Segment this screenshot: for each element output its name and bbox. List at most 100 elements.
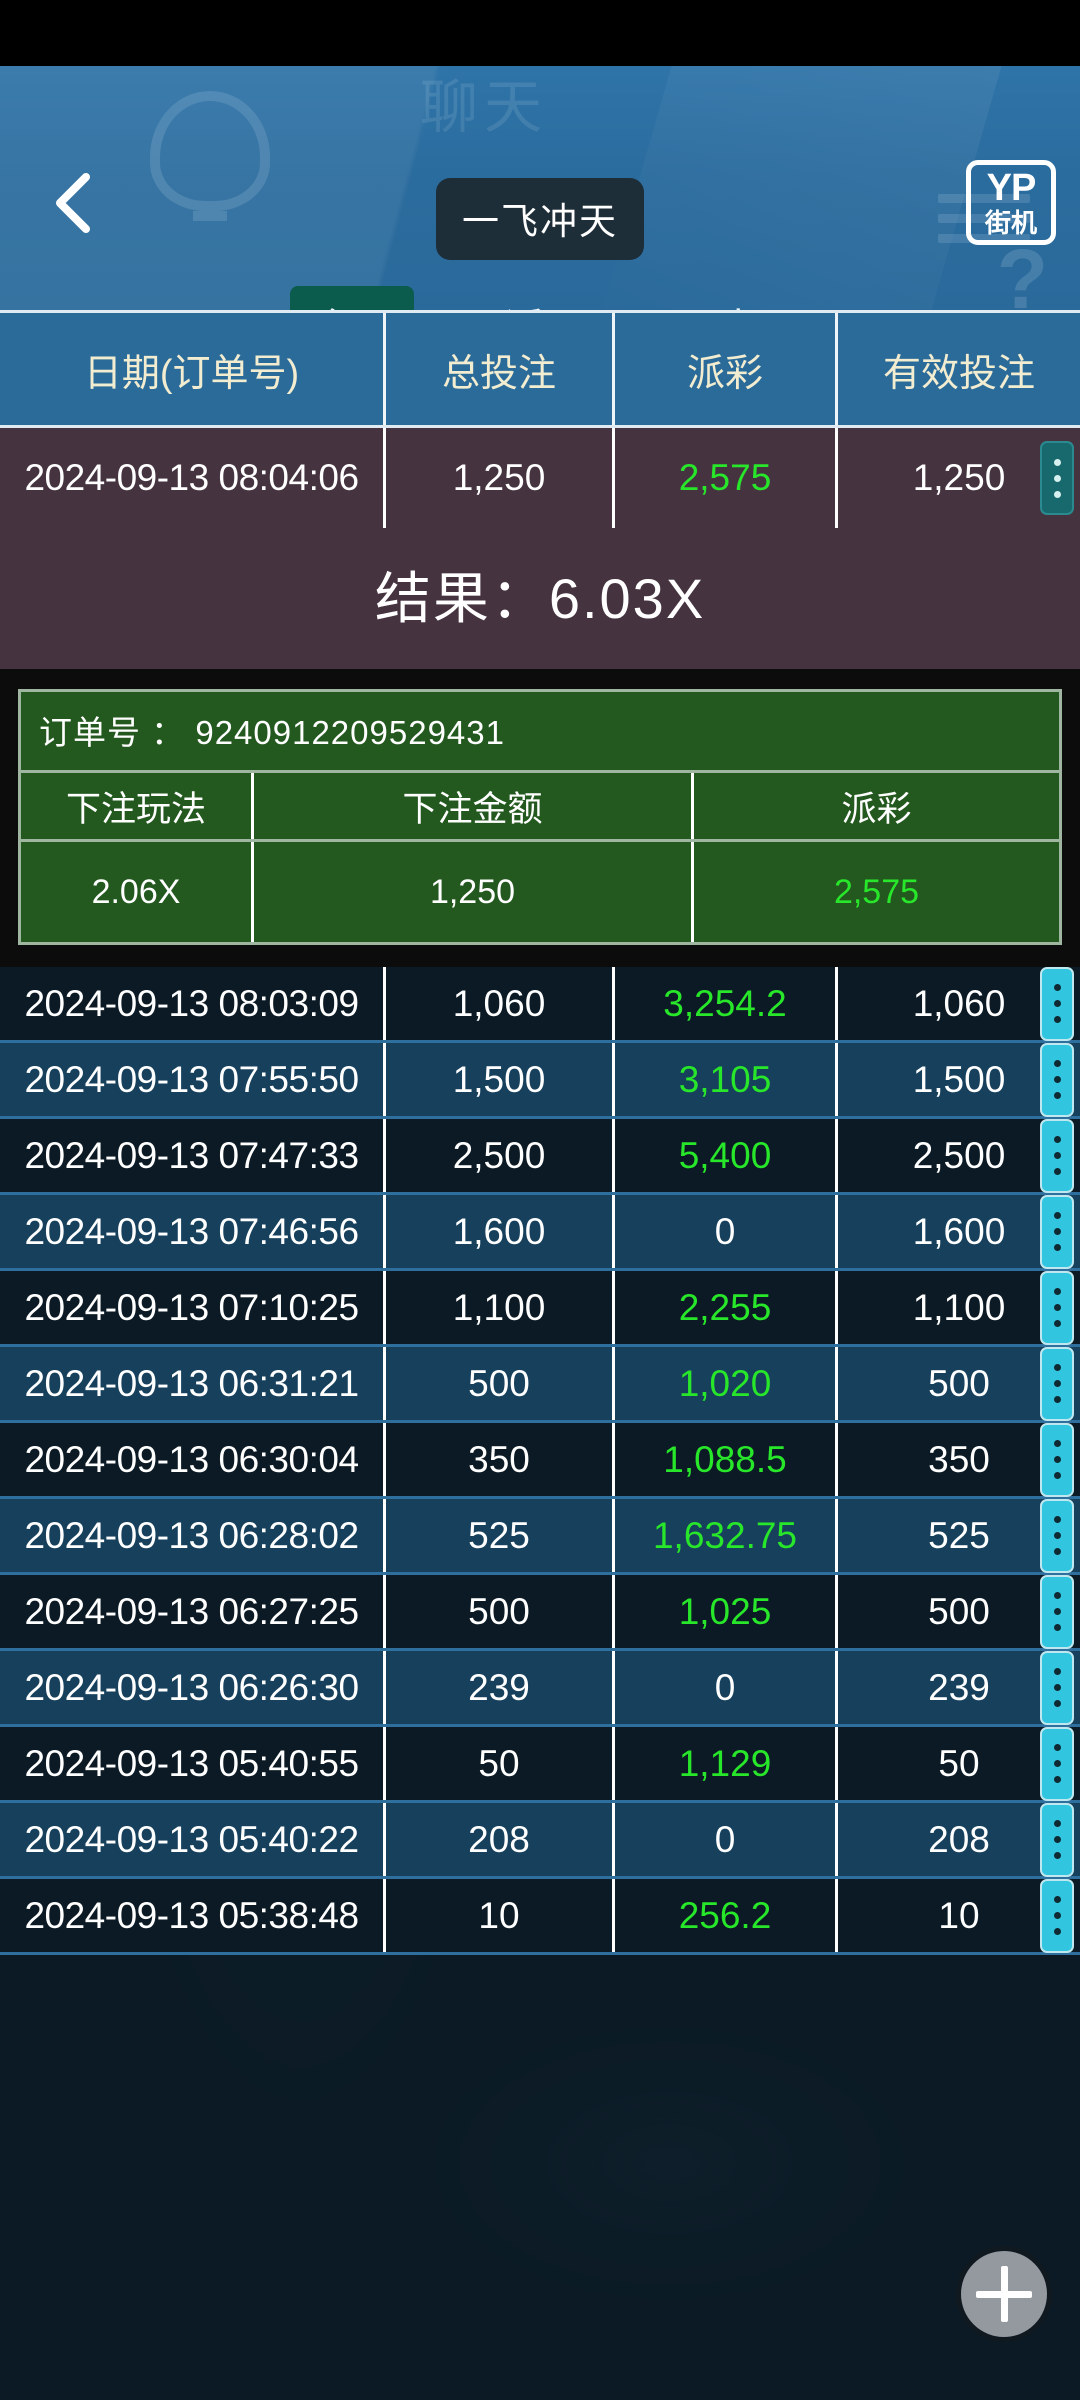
dot [1053, 1136, 1061, 1143]
tab-today[interactable]: 今天 [290, 286, 414, 310]
row-menu-button[interactable] [1040, 1878, 1074, 1953]
dot [1053, 1060, 1061, 1067]
cell-date: 2024-09-13 07:47:33 [24, 1134, 359, 1176]
cell-total-bet: 1,250 [383, 428, 612, 528]
dot [1053, 1592, 1061, 1599]
cell-payout: 0 [612, 1651, 835, 1724]
row-menu-button[interactable] [1040, 1422, 1074, 1497]
cell-valid-bet: 1,100 [835, 1271, 1080, 1344]
cell-total-bet: 500 [383, 1347, 612, 1420]
detail-value-row: 2.06X 1,250 2,575 [21, 839, 1059, 942]
cell-payout: 0 [612, 1195, 835, 1268]
row-menu-button[interactable] [1040, 1270, 1074, 1345]
row-menu-button[interactable] [1040, 1650, 1074, 1725]
expanded-order-group: 2024-09-13 08:04:06 1,250 2,575 1,250 结果：6.0… [0, 428, 1080, 967]
cell-total-bet: 525 [383, 1499, 612, 1572]
cell-payout: 3,105 [612, 1043, 835, 1116]
table-row[interactable]: 2024-09-13 06:26:30 239 0 239 [0, 1650, 1080, 1727]
table-row[interactable]: 2024-09-13 07:55:50 1,500 3,105 1,500 [0, 1042, 1080, 1119]
table-row[interactable]: 2024-09-13 05:40:22 208 0 208 [0, 1802, 1080, 1879]
row-menu-button[interactable] [1040, 1498, 1074, 1573]
row-menu-button[interactable] [1040, 1042, 1074, 1117]
row-menu-button[interactable] [1040, 1574, 1074, 1649]
dot [1053, 1304, 1061, 1311]
cell-date: 2024-09-13 06:28:02 [24, 1514, 359, 1556]
logo-text-jieji: 街机 [984, 208, 1037, 238]
table-row[interactable]: 2024-09-13 05:40:55 50 1,129 50 [0, 1726, 1080, 1803]
table-row[interactable]: 2024-09-13 06:27:25 500 1,025 500 [0, 1574, 1080, 1651]
yp-arcade-logo[interactable]: YP 街机 [966, 160, 1056, 245]
date-range-tabs: 今天 近3天 本周 [0, 286, 1080, 310]
table-row[interactable]: 2024-09-13 06:30:04 350 1,088.5 350 [0, 1422, 1080, 1499]
table-row[interactable]: 2024-09-13 06:28:02 525 1,632.75 525 [0, 1498, 1080, 1575]
back-button[interactable] [28, 162, 114, 248]
cell-valid-bet: 10 [835, 1879, 1080, 1952]
menu-lines-decor [938, 194, 1030, 254]
cell-date: 2024-09-13 06:26:30 [24, 1666, 359, 1708]
dot [1053, 1668, 1061, 1675]
cell-valid-bet: 239 [835, 1651, 1080, 1724]
row-menu-button[interactable] [1040, 1346, 1074, 1421]
cell-valid-bet: 500 [835, 1347, 1080, 1420]
dot [1053, 1852, 1061, 1859]
cell-valid-bet: 50 [835, 1727, 1080, 1800]
cell-valid-bet: 2,500 [835, 1119, 1080, 1192]
row-menu-button[interactable] [1040, 1802, 1074, 1877]
cell-payout: 2,255 [612, 1271, 835, 1344]
row-menu-button[interactable] [1040, 1194, 1074, 1269]
table-row[interactable]: 2024-09-13 07:10:25 1,100 2,255 1,100 [0, 1270, 1080, 1347]
cell-total-bet: 10 [383, 1879, 612, 1952]
cell-total-bet: 350 [383, 1423, 612, 1496]
table-header-row: 日期(订单号) 总投注 派彩 有效投注 [0, 310, 1080, 428]
cell-payout: 1,632.75 [612, 1499, 835, 1572]
table-row[interactable]: 2024-09-13 05:38:48 10 256.2 10 [0, 1878, 1080, 1955]
cell-valid-bet: 1,600 [835, 1195, 1080, 1268]
cell-total-bet: 500 [383, 1575, 612, 1648]
table-row[interactable]: 2024-09-13 07:47:33 2,500 5,400 2,500 [0, 1118, 1080, 1195]
dot [1053, 1608, 1061, 1615]
table-row[interactable]: 2024-09-13 08:04:06 1,250 2,575 1,250 [0, 428, 1080, 528]
cell-date: 2024-09-13 05:40:22 [24, 1818, 359, 1860]
help-question-icon: ? [996, 232, 1048, 310]
logo-text-yp: YP [986, 167, 1037, 209]
table-row[interactable]: 2024-09-13 06:31:21 500 1,020 500 [0, 1346, 1080, 1423]
row-menu-button[interactable] [1040, 441, 1074, 515]
dot [1053, 1928, 1061, 1935]
cell-date: 2024-09-13 06:31:21 [24, 1362, 359, 1404]
trophy-icon [150, 91, 270, 211]
row-menu-button[interactable] [1040, 1118, 1074, 1193]
dot [1053, 1896, 1061, 1903]
tab-thisweek[interactable]: 本周 [696, 286, 820, 310]
rows-container: 2024-09-13 08:04:06 1,250 2,575 1,250 结果：6.0… [0, 428, 1080, 1955]
dot [1053, 1396, 1061, 1403]
cell-total-bet: 1,500 [383, 1043, 612, 1116]
result-multiplier: 结果：6.03X [0, 528, 1080, 669]
dot [1053, 1516, 1061, 1523]
tab-last3days[interactable]: 近3天 [482, 286, 628, 310]
bet-history-list[interactable]: 2024-09-13 08:04:06 1,250 2,575 1,250 结果：6.0… [0, 428, 1080, 2400]
table-row[interactable]: 2024-09-13 07:46:56 1,600 0 1,600 [0, 1194, 1080, 1271]
detail-value-betamount: 1,250 [251, 842, 691, 942]
cell-valid-bet: 1,250 [835, 428, 1080, 528]
dot [1053, 1228, 1061, 1235]
cell-total-bet: 2,500 [383, 1119, 612, 1192]
cell-payout: 1,020 [612, 1347, 835, 1420]
add-button[interactable] [956, 2246, 1052, 2342]
detail-col-playtype: 下注玩法 [65, 789, 206, 829]
cell-payout: 1,025 [612, 1575, 835, 1648]
header-stripe-decor [596, 66, 1014, 310]
cell-total-bet: 1,100 [383, 1271, 612, 1344]
dot [1053, 1380, 1061, 1387]
cell-date: 2024-09-13 08:04:06 [24, 457, 359, 498]
dot [1053, 1760, 1061, 1767]
cell-payout: 256.2 [612, 1879, 835, 1952]
row-menu-button[interactable] [1040, 1726, 1074, 1801]
cell-total-bet: 239 [383, 1651, 612, 1724]
dot [1053, 474, 1061, 482]
row-menu-button[interactable] [1040, 966, 1074, 1041]
table-row[interactable]: 2024-09-13 08:03:09 1,060 3,254.2 1,060 [0, 966, 1080, 1043]
dot [1053, 1212, 1061, 1219]
cell-total-bet: 1,600 [383, 1195, 612, 1268]
dot [1053, 984, 1061, 991]
